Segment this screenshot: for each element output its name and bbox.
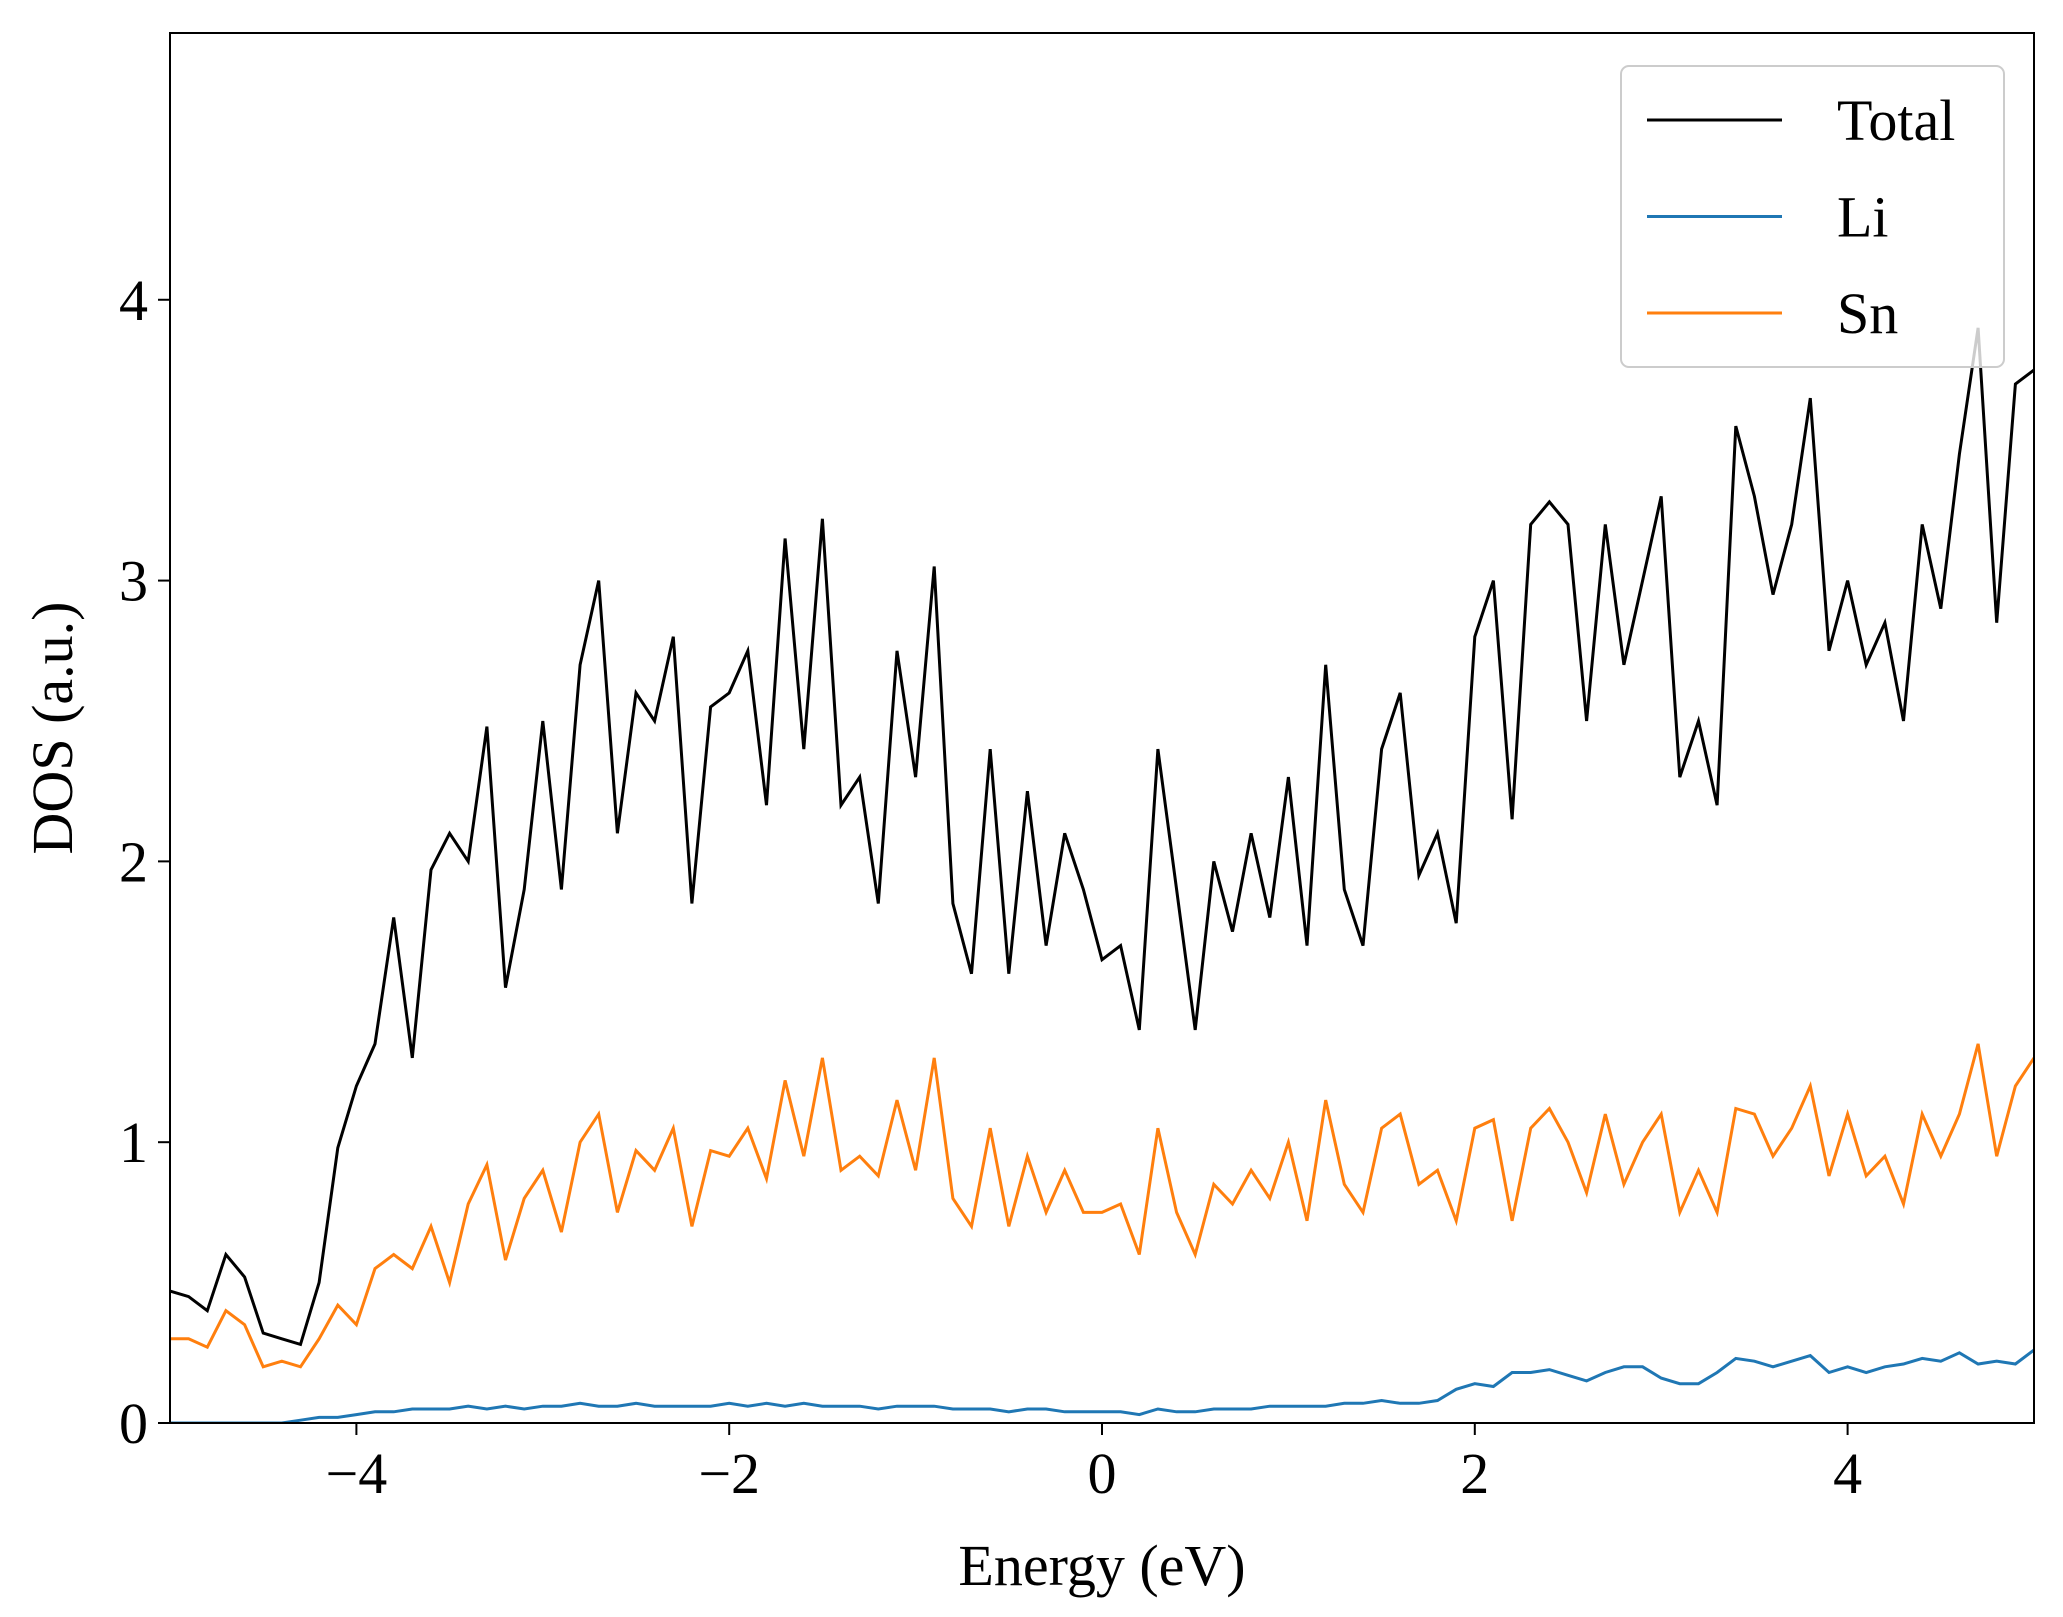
series-line: [170, 1043, 2034, 1369]
x-axis-label: Energy (eV): [958, 1533, 1245, 1598]
y-tick-label: 1: [119, 1110, 148, 1175]
y-tick-label: 0: [119, 1391, 148, 1456]
legend-box: [1620, 65, 2005, 368]
y-tick-label: 3: [119, 549, 148, 614]
legend-label: Li: [1837, 185, 1889, 250]
legend-label: Sn: [1837, 281, 1898, 346]
series-line: [170, 1348, 2034, 1423]
x-tick-label: 0: [1088, 1441, 1117, 1506]
x-tick-label: 2: [1460, 1441, 1489, 1506]
x-tick-label: 4: [1833, 1441, 1862, 1506]
x-tick-label: −4: [326, 1441, 388, 1506]
y-tick-label: 4: [119, 268, 148, 333]
y-tick-label: 2: [119, 829, 148, 894]
y-axis-label: DOS (a.u.): [20, 602, 85, 855]
series-line: [170, 327, 2034, 1347]
x-tick-label: −2: [698, 1441, 760, 1506]
legend-label: Total: [1837, 88, 1955, 153]
